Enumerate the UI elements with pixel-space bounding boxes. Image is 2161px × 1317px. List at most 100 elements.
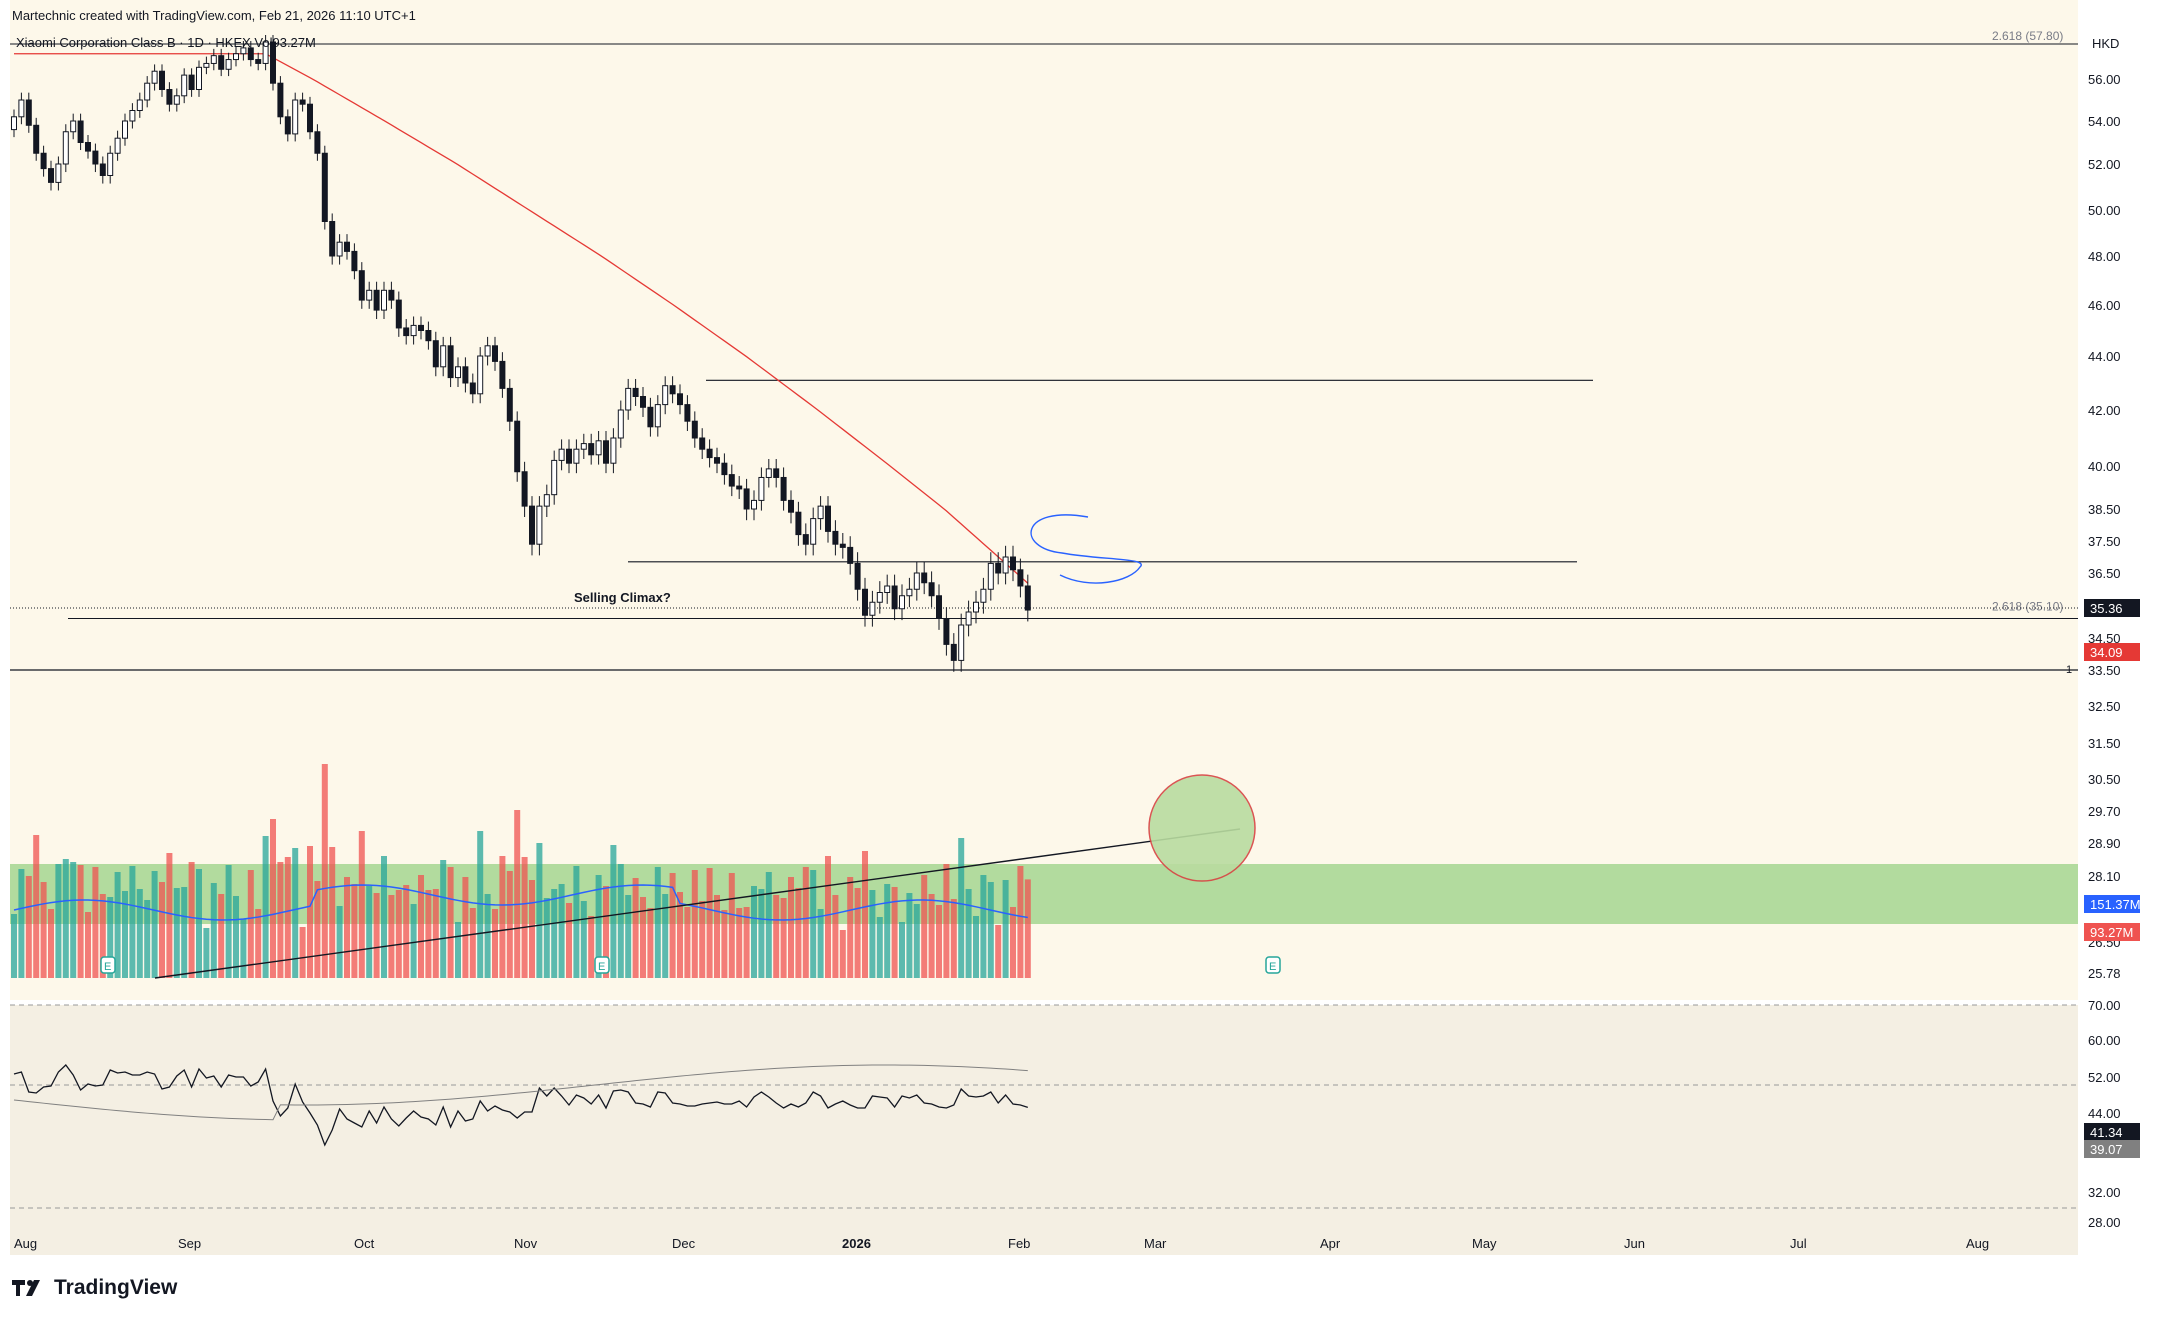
candle-body <box>336 241 343 257</box>
price-axis-label: 34.50 <box>2088 631 2121 646</box>
fib-top-label: 2.618 (57.80) <box>1992 29 2063 43</box>
price-pane-bg <box>10 0 2078 1000</box>
volume-bar <box>795 888 802 978</box>
candle-body <box>987 562 994 590</box>
volume-bar <box>802 867 809 978</box>
candle-body <box>247 47 254 61</box>
candle-body <box>144 82 151 101</box>
selling-climax-label: Selling Climax? <box>574 590 671 605</box>
candle-body <box>188 74 195 91</box>
volume-bar <box>647 908 654 978</box>
candle-body <box>425 330 432 342</box>
volume-bar <box>225 865 232 978</box>
volume-bar <box>980 875 987 978</box>
earnings-badge <box>1265 956 1281 974</box>
candle-body <box>292 99 299 135</box>
candle-body <box>588 443 595 456</box>
price-axis-label: 31.50 <box>2088 736 2121 751</box>
time-axis-label: Jun <box>1624 1236 1645 1251</box>
volume-bar <box>270 819 276 978</box>
volume-bar <box>551 889 558 978</box>
volume-bar <box>987 882 994 978</box>
volume-bar <box>573 866 580 978</box>
earnings-label: E <box>104 961 111 973</box>
rsi-ma-tag-bg <box>2084 1140 2140 1158</box>
candle-body <box>262 41 269 64</box>
volume-bar <box>758 889 765 978</box>
volume-bar <box>299 927 306 978</box>
candle-body <box>203 62 210 68</box>
candle-body <box>11 116 17 131</box>
fib-mid-label: 2.618 (35.10) <box>1992 600 2063 614</box>
volume-bar <box>99 894 106 978</box>
candle-body <box>410 324 417 337</box>
last-price-tag: 35.36 <box>2090 601 2123 616</box>
volume-bar <box>958 838 965 978</box>
tradingview-logo[interactable]: TradingView <box>12 1276 177 1300</box>
candle-body <box>551 459 558 496</box>
candle-body <box>743 488 750 510</box>
volume-bar <box>499 856 506 978</box>
candle-body <box>62 131 69 165</box>
brand-name: TradingView <box>54 1276 178 1299</box>
volume-bar <box>218 894 225 978</box>
volume-bar <box>640 897 646 978</box>
volume-bar <box>1017 866 1024 978</box>
volume-bar <box>366 886 373 978</box>
volume-bar <box>210 883 217 978</box>
volume-bar <box>1024 879 1031 978</box>
candle-body <box>854 562 861 590</box>
volume-bar <box>714 895 720 978</box>
candle-body <box>603 440 609 464</box>
volume-bar <box>899 922 905 978</box>
candle-body <box>122 120 128 139</box>
volume-bar <box>418 875 424 978</box>
candle-body <box>780 476 787 501</box>
volume-ma-line <box>13 884 1028 921</box>
candle-body <box>151 70 158 84</box>
earnings-badge <box>100 956 116 974</box>
candle-body <box>255 59 262 64</box>
price-axis-label: 36.50 <box>2088 566 2121 581</box>
candle-body <box>876 592 883 603</box>
volume-bar <box>669 873 676 978</box>
candle-body <box>373 289 380 311</box>
volume-bar <box>122 891 128 978</box>
earnings-label: E <box>1269 961 1276 973</box>
volume-bar <box>440 860 447 978</box>
volume-bar <box>603 886 609 978</box>
volume-bar <box>188 862 195 978</box>
candle-body <box>432 340 439 368</box>
volume-bar <box>447 867 454 978</box>
volume-bar <box>455 922 461 978</box>
volume-bar <box>728 873 735 978</box>
volume-bar <box>588 916 595 978</box>
candle-body <box>129 110 136 122</box>
volume-bar <box>11 914 17 978</box>
price-axis-label: 40.00 <box>2088 459 2121 474</box>
candle-body <box>277 82 284 118</box>
volume-bar <box>936 905 942 978</box>
candle-body <box>765 468 772 478</box>
volume-bar <box>395 890 402 978</box>
volume-bar <box>344 877 350 978</box>
volume-bar <box>381 856 387 978</box>
highlight-circle <box>1148 774 1256 882</box>
price-axis-label: 54.00 <box>2088 114 2121 129</box>
volume-bar <box>62 859 69 978</box>
candle-body <box>521 471 528 507</box>
ma-price-tag: 34.09 <box>2090 645 2123 660</box>
candle-body <box>928 582 935 597</box>
volume-bar <box>595 875 602 978</box>
volume-bar <box>107 897 114 978</box>
time-axis-label: May <box>1472 1236 1497 1251</box>
candle-body <box>751 499 757 510</box>
symbol-line[interactable]: Xiaomi Corporation Class B · 1D · HKEX V… <box>16 35 316 50</box>
price-axis-label: 38.50 <box>2088 502 2121 517</box>
candle-body <box>1024 585 1031 611</box>
volume-bar <box>691 870 698 978</box>
price-axis-label: 29.70 <box>2088 804 2121 819</box>
volume-bar <box>514 810 521 978</box>
